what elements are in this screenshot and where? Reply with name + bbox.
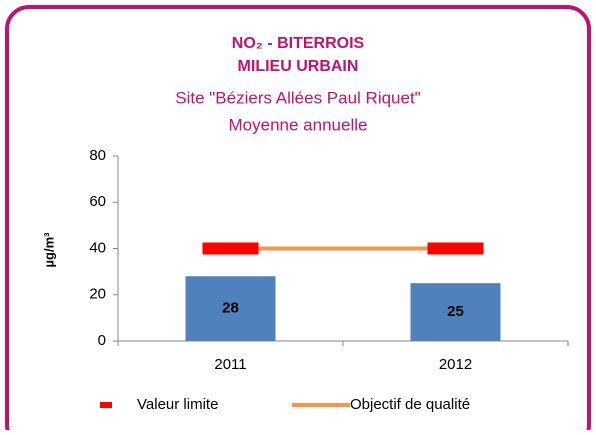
marker — [202, 242, 259, 255]
y-axis-label: µg/m³ — [41, 232, 56, 268]
bar — [185, 276, 276, 341]
legend-label: Objectif de qualité — [350, 396, 470, 413]
note: Site "Béziers Allées Paul Riquet" — [175, 88, 420, 107]
note: Moyenne annuelle — [229, 115, 368, 134]
legend-swatch — [100, 402, 112, 408]
y-tick-label: 40 — [89, 239, 106, 256]
y-tick-label: 60 — [89, 193, 106, 210]
marker — [427, 242, 484, 255]
value-label: 28 — [222, 300, 239, 317]
x-tick-label: 2012 — [439, 356, 472, 373]
y-tick-label: 20 — [89, 286, 106, 303]
value-label: 25 — [447, 303, 464, 320]
chart-subtitle: MILIEU URBAIN — [238, 58, 359, 75]
y-tick-label: 80 — [89, 147, 106, 164]
y-tick-label: 0 — [98, 332, 106, 349]
legend-label: Valeur limite — [137, 396, 218, 413]
chart-title: NO₂ - BITERROIS — [232, 35, 365, 52]
x-tick-label: 2011 — [214, 356, 246, 373]
bar — [410, 283, 501, 341]
